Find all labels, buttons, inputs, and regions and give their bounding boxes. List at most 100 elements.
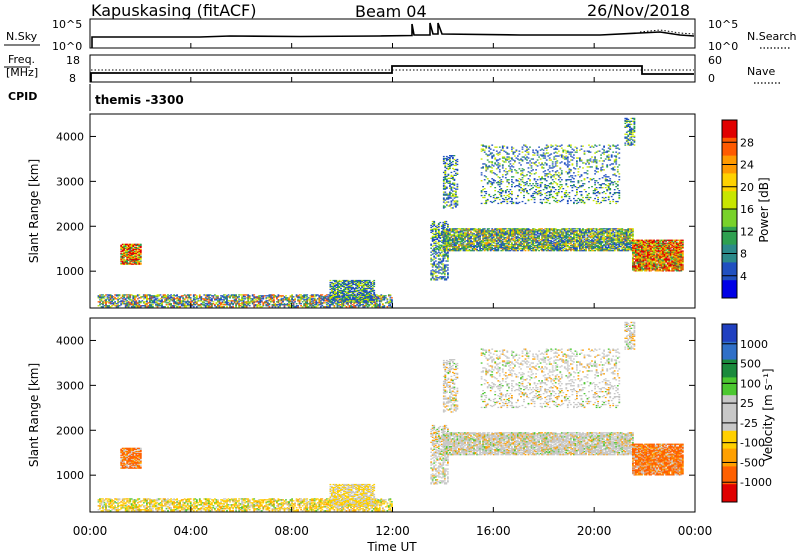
range-cell [482, 231, 484, 233]
range-cell [209, 302, 212, 304]
range-cell [229, 303, 231, 305]
range-cell [146, 300, 148, 302]
range-cell [319, 301, 322, 303]
range-cell [341, 302, 343, 304]
range-cell [158, 294, 160, 296]
range-cell [208, 296, 210, 298]
range-cell [371, 286, 374, 289]
range-cell [353, 306, 355, 308]
range-cell [306, 305, 309, 307]
range-cell [458, 239, 460, 241]
range-cell [495, 240, 498, 242]
range-cell [304, 304, 307, 306]
range-cell [126, 254, 129, 256]
range-cell [329, 299, 332, 301]
range-cell [442, 250, 445, 252]
range-cell [322, 296, 325, 298]
range-cell [192, 296, 195, 298]
range-cell [239, 303, 242, 305]
range-cell [233, 297, 236, 299]
range-cell [226, 295, 228, 297]
range-cell [488, 232, 491, 234]
range-cell [362, 290, 365, 293]
range-cell [518, 248, 521, 250]
range-cell [265, 300, 268, 302]
range-cell [467, 239, 469, 241]
range-cell [227, 302, 230, 304]
range-cell [443, 255, 446, 257]
range-cell [322, 299, 325, 301]
range-cell [447, 257, 449, 259]
range-cell [226, 299, 228, 301]
range-cell [333, 302, 336, 304]
range-cell [211, 299, 213, 301]
range-cell [338, 294, 341, 296]
range-cell [349, 297, 351, 299]
range-cell [450, 239, 453, 241]
range-cell [223, 294, 225, 296]
range-cell [473, 238, 475, 240]
range-cell [361, 297, 363, 299]
range-cell [483, 248, 486, 250]
range-cell [501, 234, 504, 236]
range-cell [267, 295, 269, 297]
range-cell [329, 301, 332, 303]
range-cell [506, 246, 509, 248]
range-cell [473, 239, 475, 241]
range-cell [452, 244, 454, 246]
range-cell [262, 296, 265, 298]
range-cell [315, 299, 318, 301]
range-cell [361, 289, 363, 292]
range-cell [434, 229, 437, 232]
range-cell [208, 294, 210, 296]
range-cell [270, 299, 272, 301]
range-cell [114, 298, 116, 300]
range-cell [489, 244, 492, 246]
range-cell [380, 295, 383, 297]
range-cell [298, 303, 301, 305]
range-cell [482, 241, 484, 243]
range-cell [176, 302, 178, 304]
range-cell [467, 232, 469, 234]
range-cell [374, 301, 377, 303]
range-cell [291, 298, 293, 300]
range-cell [340, 284, 342, 287]
range-cell [489, 234, 492, 236]
range-cell [248, 305, 251, 307]
range-cell [494, 228, 497, 230]
range-cell [359, 294, 361, 296]
range-cell [251, 299, 254, 301]
range-cell [361, 284, 363, 287]
range-cell [329, 294, 332, 296]
range-cell [431, 223, 434, 226]
range-cell [443, 266, 446, 268]
range-cell [245, 306, 248, 308]
range-cell [241, 302, 243, 304]
range-cell [436, 267, 439, 269]
range-cell [476, 247, 478, 249]
range-cell [485, 238, 488, 240]
range-cell [476, 242, 478, 244]
range-cell [485, 237, 488, 239]
range-cell [506, 245, 509, 247]
range-cell [365, 292, 368, 294]
range-cell [362, 301, 365, 303]
range-cell [444, 231, 447, 233]
range-cell [461, 235, 463, 237]
range-cell [150, 295, 153, 297]
range-cell [354, 294, 357, 296]
range-cell [133, 244, 136, 246]
range-cell [365, 291, 368, 293]
range-cell [267, 305, 269, 307]
range-cell [375, 294, 378, 296]
range-cell [503, 239, 506, 241]
range-cell [226, 301, 228, 303]
range-cell [123, 259, 126, 261]
range-cell [230, 303, 233, 305]
range-cell [315, 300, 318, 302]
range-cell [495, 250, 498, 252]
range-cell [126, 302, 129, 304]
range-cell [464, 229, 466, 231]
range-cell [206, 296, 209, 298]
range-cell [294, 301, 296, 303]
